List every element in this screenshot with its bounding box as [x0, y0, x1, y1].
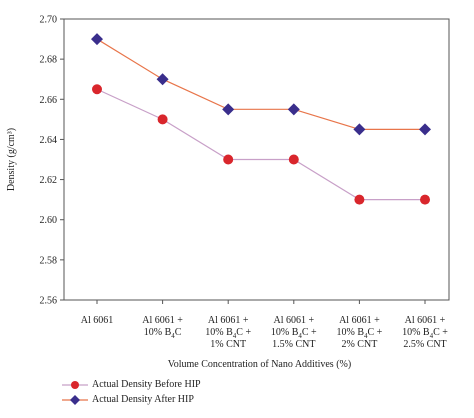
x-category-label: Al 6061	[81, 315, 114, 326]
data-point-series-0	[288, 154, 299, 165]
x-category-label: Al 6061 +10% B4C +2% CNT	[336, 315, 382, 350]
data-point-series-0	[354, 194, 365, 205]
data-point-series-1	[287, 103, 300, 116]
data-point-series-0	[223, 154, 234, 165]
data-point-series-1	[222, 103, 235, 116]
series-markers	[91, 33, 431, 205]
x-category-label: Al 6061 +10% B4C +1% CNT	[205, 315, 251, 350]
legend-swatch-before-hip	[62, 380, 88, 389]
data-point-series-1	[156, 73, 169, 86]
legend-label-before-hip: Actual Density Before HIP	[92, 379, 201, 390]
x-category-label: Al 6061 +10% B4C +2.5% CNT	[402, 315, 448, 350]
series-line-0	[96, 88, 425, 201]
x-category-label: Al 6061 +10% B4C +1.5% CNT	[271, 315, 317, 350]
plot-frame	[63, 18, 450, 301]
y-axis-ticks: 2.56 2.58 2.60 2.62 2.64 2.66 2.68 2.70	[40, 15, 64, 307]
x-axis-title: Volume Concentration of Nano Additives (…	[168, 359, 351, 370]
y-tick-label: 2.56	[40, 296, 58, 307]
y-tick-label: 2.70	[40, 15, 58, 26]
series-lines	[96, 38, 425, 201]
legend-entry-before-hip: Actual Density Before HIP	[62, 377, 201, 392]
data-point-series-0	[420, 194, 430, 205]
data-point-series-1	[419, 123, 431, 136]
y-tick-label: 2.66	[40, 95, 58, 106]
data-point-series-0	[157, 114, 168, 125]
legend-swatch-after-hip	[62, 394, 88, 405]
data-point-series-0	[92, 84, 102, 95]
y-tick-label: 2.60	[40, 215, 58, 226]
x-axis-category-labels: Al 6061 Al 6061 +10% B4C Al 6061 +10% B4C …	[81, 300, 448, 350]
y-tick-label: 2.64	[40, 135, 58, 146]
y-tick-label: 2.62	[40, 175, 58, 186]
data-point-series-1	[91, 33, 103, 46]
y-axis-title: Density (g/cm³)	[6, 128, 17, 191]
legend-label-after-hip: Actual Density After HIP	[92, 394, 194, 405]
data-point-series-1	[353, 123, 366, 136]
series-line-1	[96, 38, 425, 130]
legend-entry-after-hip: Actual Density After HIP	[62, 392, 201, 407]
x-category-label: Al 6061 +10% B4C	[142, 315, 183, 340]
y-tick-label: 2.68	[40, 55, 58, 66]
legend: Actual Density Before HIP Actual Density…	[62, 377, 201, 407]
y-tick-label: 2.58	[40, 255, 58, 266]
